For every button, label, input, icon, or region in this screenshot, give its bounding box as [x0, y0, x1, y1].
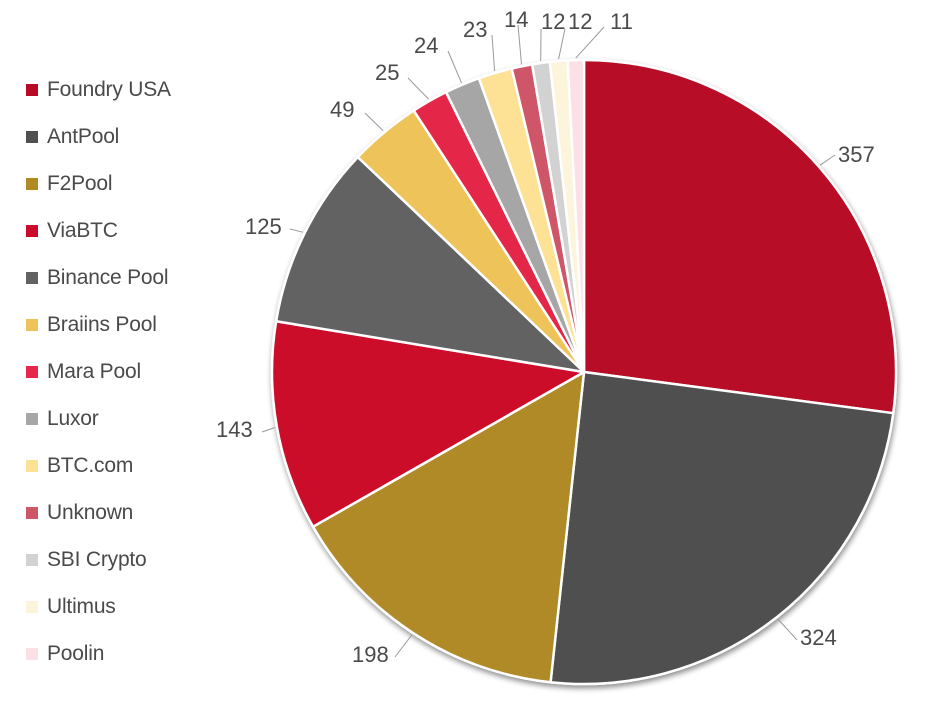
legend-label: BTC.com	[47, 453, 134, 477]
slice-value-label: 198	[352, 642, 389, 667]
leader-line	[364, 112, 384, 132]
legend-item: F2Pool	[26, 160, 171, 207]
legend-label: Luxor	[47, 406, 99, 430]
slice-value-label: 24	[414, 33, 438, 58]
legend-swatch	[26, 365, 38, 378]
leader-line	[289, 228, 304, 233]
slice-value-label: 12	[541, 9, 565, 34]
slice-value-label: 324	[800, 625, 837, 650]
leader-line	[491, 34, 496, 72]
leader-line	[447, 50, 462, 84]
leader-line	[517, 24, 522, 65]
legend-item: AntPool	[26, 113, 171, 160]
legend-swatch	[26, 506, 38, 519]
slice-value-label: 25	[375, 60, 399, 85]
legend-item: Luxor	[26, 395, 171, 442]
leader-line	[407, 77, 429, 100]
pie-slices	[270, 58, 898, 686]
legend-label: Foundry USA	[47, 77, 171, 101]
slice-labels: 357 324 198 143 125 49 25 24 23 14 12 12 11	[216, 7, 875, 667]
legend-swatch	[26, 83, 38, 96]
legend-item: BTC.com	[26, 442, 171, 489]
slice-value-label: 125	[245, 214, 282, 239]
legend-label: Unknown	[47, 500, 134, 524]
legend-label: SBI Crypto	[47, 547, 147, 571]
legend-swatch	[26, 647, 38, 660]
slice-value-label: 23	[463, 17, 487, 42]
legend-swatch	[26, 177, 38, 190]
legend-swatch	[26, 318, 38, 331]
legend-label: Ultimus	[47, 594, 116, 618]
legend-item: Foundry USA	[26, 66, 171, 113]
leader-line	[261, 427, 276, 433]
leader-line	[575, 26, 605, 59]
legend-label: ViaBTC	[47, 218, 118, 242]
slice-value-label: 12	[568, 9, 592, 34]
pie-slice-viabtc	[270, 320, 586, 528]
legend-swatch	[26, 224, 38, 237]
pie-slice-binance-pool	[274, 155, 586, 374]
slice-value-label: 11	[610, 9, 633, 34]
legend-label: AntPool	[47, 124, 120, 148]
pie-slice-poolin	[566, 58, 586, 374]
leader-line	[819, 154, 836, 166]
legend-item: Mara Pool	[26, 348, 171, 395]
slice-value-label: 49	[330, 97, 354, 122]
pie-slice-f2pool	[311, 370, 586, 684]
legend-swatch	[26, 553, 38, 566]
pie-slice-foundry-usa	[582, 58, 898, 415]
chart-legend: Foundry USA AntPool F2Pool ViaBTC Binanc…	[26, 66, 171, 677]
legend-swatch	[26, 271, 38, 284]
slice-value-label: 357	[838, 142, 875, 167]
pie-slice-antpool	[549, 370, 895, 686]
leader-line	[394, 634, 413, 658]
legend-item: Binance Pool	[26, 254, 171, 301]
legend-item: Braiins Pool	[26, 301, 171, 348]
leader-line	[558, 28, 566, 60]
legend-item: Unknown	[26, 489, 171, 536]
legend-label: Mara Pool	[47, 359, 141, 383]
label-leader-lines	[261, 24, 836, 658]
legend-swatch	[26, 412, 38, 425]
legend-swatch	[26, 600, 38, 613]
leader-line	[777, 618, 798, 641]
legend-label: Braiins Pool	[47, 312, 157, 336]
slice-value-label: 143	[216, 417, 253, 442]
legend-item: ViaBTC	[26, 207, 171, 254]
slice-value-label: 14	[504, 7, 528, 32]
legend-swatch	[26, 130, 38, 143]
legend-item: Poolin	[26, 630, 171, 677]
legend-label: Poolin	[47, 641, 105, 665]
legend-item: Ultimus	[26, 583, 171, 630]
legend-swatch	[26, 459, 38, 472]
legend-item: SBI Crypto	[26, 536, 171, 583]
legend-label: Binance Pool	[47, 265, 169, 289]
legend-label: F2Pool	[47, 171, 113, 195]
